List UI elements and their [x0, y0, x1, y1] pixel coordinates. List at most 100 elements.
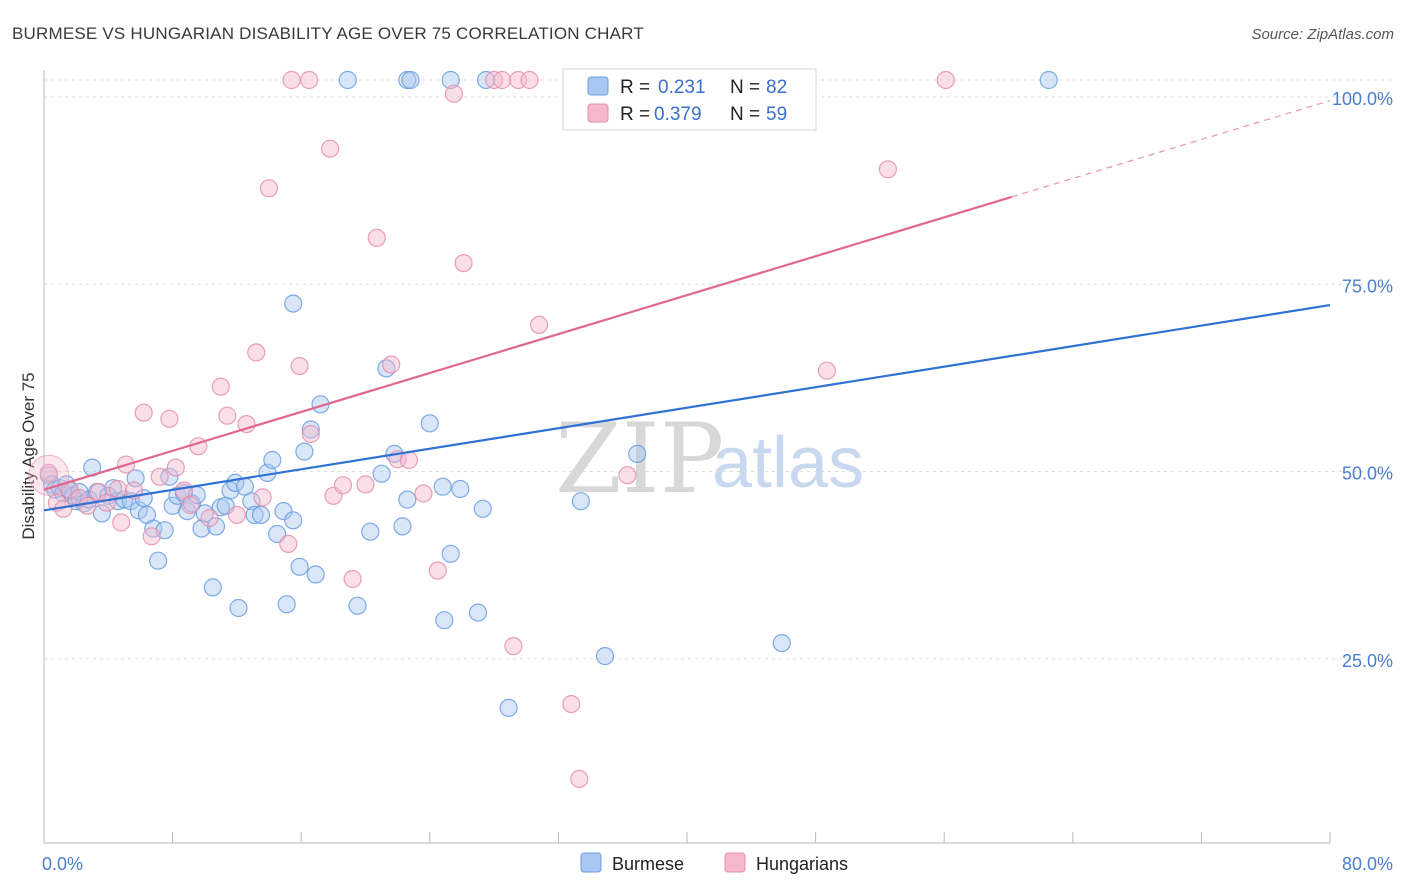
y-tick-label-25: 25.0%: [1342, 651, 1393, 671]
burmese-point: [290, 557, 309, 576]
watermark-atlas: atlas: [712, 423, 864, 503]
burmese-point: [433, 477, 452, 496]
burmese-point: [420, 414, 439, 433]
source-label: Source: ZipAtlas.com: [1251, 26, 1394, 43]
burmese-point: [499, 698, 518, 718]
hungarians-trend-extension: [1011, 100, 1331, 198]
burmese-point: [435, 611, 454, 630]
burmese-point: [393, 517, 412, 536]
hungarians-point: [166, 458, 185, 477]
hungarians-point: [321, 139, 340, 158]
hungarians-point: [259, 179, 279, 198]
hungarians-point: [160, 409, 179, 428]
burmese-point: [348, 596, 367, 615]
hungarians-point: [227, 505, 246, 525]
y-tick-label-75: 75.0%: [1342, 276, 1393, 296]
hungarians-point: [618, 466, 637, 485]
hungarians-point: [817, 361, 837, 380]
burmese-point: [361, 522, 380, 541]
hungarians-point: [237, 415, 256, 434]
y-tick-label-50: 50.0%: [1342, 464, 1393, 484]
burmese-point: [274, 502, 293, 521]
hungarians-point: [444, 84, 463, 103]
chart-title: BURMESE VS HUNGARIAN DISABILITY AGE OVER…: [12, 24, 644, 43]
burmese-point: [251, 505, 271, 525]
burmese-point: [1039, 70, 1058, 90]
hungarians-point: [247, 343, 266, 362]
hungarians-point: [382, 355, 401, 374]
burmese-point: [401, 70, 420, 90]
burmese-point: [92, 504, 112, 523]
hungarians-point: [134, 403, 153, 422]
burmese-point: [277, 595, 296, 614]
legend-swatch-hungarians: [587, 103, 609, 123]
hungarians-point: [529, 315, 549, 334]
hungarians-point: [290, 357, 309, 376]
hungarians-point: [253, 488, 272, 507]
hungarians-point: [878, 160, 898, 179]
burmese-point: [245, 505, 264, 525]
hungarians-point: [356, 475, 375, 494]
burmese-point: [295, 442, 314, 461]
legend-box: R = 0.231 N = 82 R = 0.379 N = 59: [562, 68, 817, 131]
hungarians-point: [150, 467, 169, 486]
hungarians-point: [570, 769, 589, 789]
hungarians-point: [562, 694, 581, 714]
burmese-point: [144, 519, 163, 538]
hungarians-point: [520, 70, 539, 90]
x-tick-label-left: 0.0%: [42, 854, 83, 874]
burmese-point: [772, 633, 791, 653]
hungarians-point: [428, 561, 447, 580]
legend-r-value-hungarians: 0.379: [654, 104, 702, 125]
burmese-point: [372, 464, 391, 483]
watermark-zip: ZIP: [555, 403, 724, 515]
burmese-trend-line: [43, 303, 1331, 512]
burmese-point: [149, 551, 168, 570]
legend-n-value-hungarians: 59: [766, 104, 787, 125]
bottom-legend-swatch-hungarians: [724, 852, 746, 873]
hungarians-point: [300, 70, 319, 90]
burmese-point: [306, 565, 325, 584]
burmese-point: [203, 578, 222, 597]
x-tick-marks: [43, 832, 1331, 843]
bottom-legend-swatch-burmese: [580, 852, 602, 873]
hungarians-point: [112, 513, 131, 532]
hungarians-point: [181, 495, 200, 515]
legend-n-label-burmese: N =: [730, 77, 760, 98]
hungarians-point: [367, 228, 386, 247]
burmese-point: [284, 294, 303, 313]
legend-n-value-burmese: 82: [766, 77, 787, 98]
burmese-point: [301, 420, 320, 439]
burmese-point: [473, 499, 492, 518]
burmese-point: [284, 511, 303, 530]
legend-swatch-burmese: [587, 76, 609, 96]
hungarians-point: [211, 377, 230, 396]
hungarians-point: [218, 406, 237, 425]
legend-r-label-burmese: R =: [620, 77, 650, 98]
hungarians-point: [301, 424, 320, 444]
y-axis-label: Disability Age Over 75: [19, 372, 38, 539]
burmese-point: [441, 544, 460, 563]
bottom-legend-label-hungarians: Hungarians: [756, 854, 848, 874]
burmese-point: [338, 70, 357, 90]
hungarians-point: [493, 70, 512, 90]
y-tick-labels: 100.0% 75.0% 50.0% 25.0%: [1332, 89, 1393, 671]
hungarians-point: [454, 254, 473, 273]
x-tick-label-right: 80.0%: [1342, 854, 1393, 874]
burmese-point: [398, 490, 417, 509]
burmese-point: [571, 492, 591, 511]
hungarians-point: [936, 70, 955, 90]
burmese-point: [628, 444, 647, 463]
burmese-point: [451, 479, 470, 499]
hungarians-point: [97, 493, 116, 512]
hungarians-point: [279, 534, 298, 554]
hungarians-point: [414, 484, 433, 503]
hungarians-point: [142, 527, 161, 546]
hungarians-point: [504, 636, 523, 656]
bottom-legend-label-burmese: Burmese: [612, 854, 684, 874]
trend-layer: [43, 100, 1331, 512]
burmese-point: [160, 467, 179, 486]
legend-n-label-hungarians: N =: [730, 104, 760, 125]
hungarians-point: [343, 569, 362, 589]
burmese-point: [441, 70, 460, 90]
